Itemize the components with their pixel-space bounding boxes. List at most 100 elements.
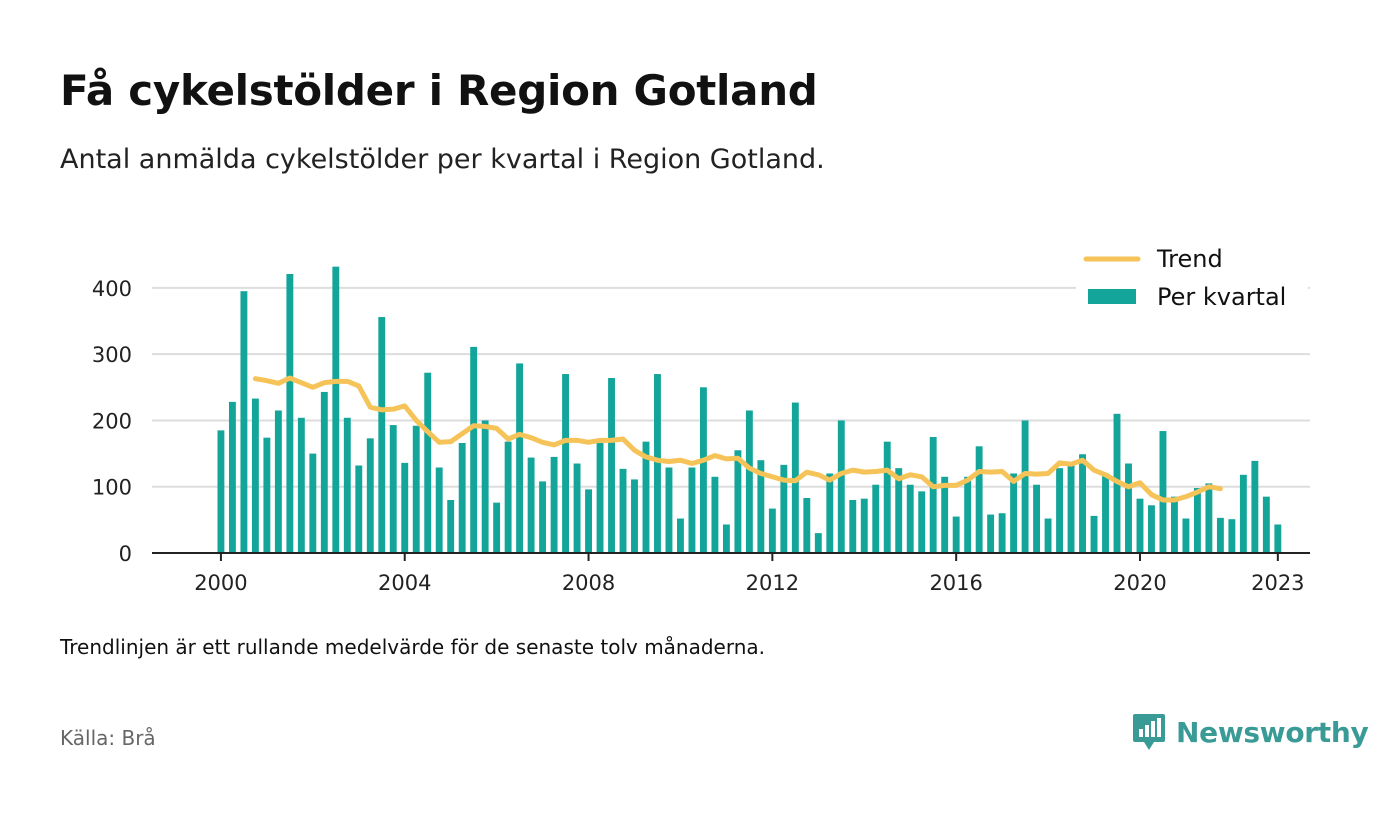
legend-trend-label: Trend — [1156, 245, 1223, 273]
bar — [1056, 468, 1063, 553]
bar — [619, 468, 627, 553]
bar — [470, 346, 478, 553]
bar — [1010, 473, 1018, 553]
bar — [320, 391, 328, 553]
bar — [286, 273, 294, 553]
bar — [424, 372, 432, 553]
bar — [699, 387, 707, 553]
bar — [585, 489, 592, 553]
bar — [1205, 483, 1213, 553]
bar — [780, 464, 788, 553]
bar — [722, 524, 730, 553]
bar — [1170, 496, 1178, 553]
footnote: Trendlinjen är ett rullande medelvärde f… — [60, 635, 766, 659]
bar — [355, 465, 363, 553]
bar — [596, 442, 604, 553]
bar — [631, 479, 638, 553]
bar — [860, 498, 868, 553]
bar — [941, 476, 949, 553]
bar — [389, 425, 397, 553]
bar — [895, 468, 903, 553]
bar — [768, 508, 776, 553]
bar — [1216, 517, 1224, 553]
bar — [1033, 484, 1041, 553]
bar — [665, 467, 673, 553]
bar — [918, 491, 926, 553]
bar — [1021, 420, 1029, 553]
y-tick-label: 100 — [92, 476, 132, 500]
bar — [228, 401, 236, 553]
bar — [734, 450, 742, 553]
x-tick-label: 2000 — [194, 571, 247, 595]
bar — [263, 437, 271, 553]
bar — [562, 374, 570, 553]
x-tick-label: 2016 — [929, 571, 982, 595]
legend: Trend Per kvartal — [1076, 238, 1308, 322]
bar — [1136, 498, 1144, 553]
legend-bar-swatch — [1088, 289, 1136, 304]
bar — [401, 462, 409, 553]
bar — [527, 457, 535, 553]
bar — [814, 533, 822, 553]
bar — [837, 420, 845, 553]
bar — [1182, 518, 1190, 553]
newsworthy-logo-icon — [1133, 714, 1165, 750]
bar — [952, 516, 960, 553]
bar — [1090, 515, 1098, 553]
chart-subtitle: Antal anmälda cykelstölder per kvartal i… — [60, 144, 825, 175]
x-tick-label: 2020 — [1113, 571, 1166, 595]
trend-line — [252, 375, 1223, 503]
bar — [435, 467, 443, 553]
trend-series — [252, 375, 1223, 503]
bar — [803, 497, 811, 553]
bar — [711, 476, 719, 553]
axes: 0 100 200 300 400 2000 2004 2008 2012 2016 2020 202… — [92, 277, 1310, 595]
bar — [1228, 519, 1236, 553]
source-label: Källa: Brå — [60, 726, 156, 750]
bar — [745, 410, 753, 553]
chart-title: Få cykelstölder i Region Gotland — [60, 66, 818, 115]
bar — [251, 398, 259, 553]
bar — [1239, 474, 1247, 553]
bar — [493, 502, 501, 553]
bar — [217, 430, 225, 553]
bar — [378, 317, 386, 553]
bar — [906, 484, 914, 553]
bar — [849, 499, 857, 553]
bar — [1251, 460, 1259, 553]
legend-background — [1076, 238, 1308, 322]
x-tick-label: 2008 — [562, 571, 615, 595]
bar — [975, 446, 983, 553]
bar — [757, 460, 765, 553]
bar — [332, 266, 340, 553]
bar — [872, 484, 880, 553]
newsworthy-logo: Newsworthy — [1132, 712, 1369, 752]
bar — [608, 378, 615, 553]
y-tick-label: 0 — [119, 542, 132, 566]
newsworthy-logo-text: Newsworthy — [1176, 715, 1369, 749]
x-tick-label: 2004 — [378, 571, 431, 595]
bar — [1079, 454, 1086, 553]
bar — [826, 473, 834, 553]
bar — [964, 476, 972, 553]
bar — [481, 420, 489, 553]
bar — [550, 456, 558, 553]
bar — [642, 441, 650, 553]
chart-area: 0 100 200 300 400 2000 2004 2008 2012 2016 2020 202… — [91, 238, 1310, 595]
bar — [1125, 463, 1132, 553]
bar — [458, 442, 466, 553]
bar — [447, 499, 455, 553]
bar — [343, 417, 351, 553]
bar — [366, 438, 374, 553]
bar — [1274, 524, 1282, 553]
bar — [1159, 431, 1167, 553]
legend-bar-label: Per kvartal — [1157, 283, 1286, 311]
x-tick-label: 2012 — [746, 571, 799, 595]
bar — [516, 363, 524, 553]
bar — [1102, 473, 1109, 553]
bar — [240, 291, 248, 553]
bar — [1262, 496, 1270, 553]
bar — [654, 374, 661, 553]
bar — [297, 417, 305, 553]
y-tick-label: 200 — [92, 409, 132, 433]
